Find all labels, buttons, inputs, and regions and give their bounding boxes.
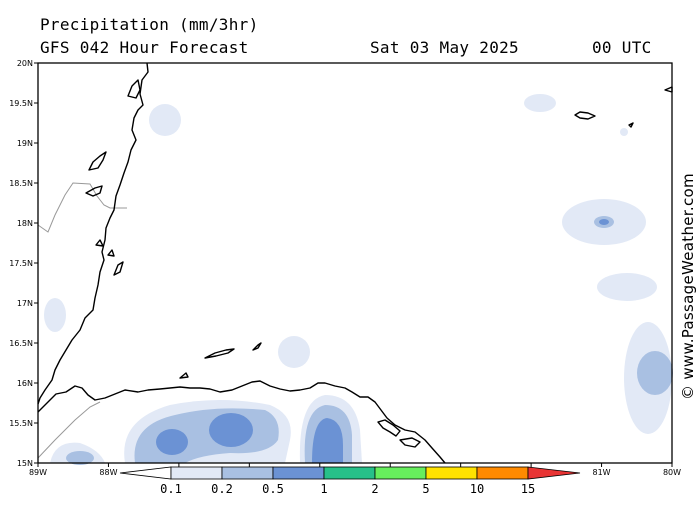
precipitation-areas — [44, 94, 673, 465]
colorbar-label: 2 — [371, 482, 378, 496]
lat-label: 15N — [17, 459, 33, 468]
lagoon — [399, 437, 421, 448]
colorbar-arrow-high — [527, 466, 581, 480]
lon-label: 81W — [593, 468, 611, 477]
rain-patch — [278, 336, 310, 368]
lon-label: 89W — [29, 468, 47, 477]
lat-label: 17.5N — [9, 259, 33, 268]
island — [574, 111, 596, 120]
island — [85, 185, 103, 197]
forecast-subtitle: GFS 042 Hour Forecast — [40, 38, 249, 57]
colorbar-segment — [425, 466, 478, 480]
rain-patch — [66, 451, 94, 465]
colorbar-segment — [323, 466, 376, 480]
colorbar-segment — [476, 466, 529, 480]
rain-patch — [44, 298, 66, 332]
lat-label: 16.5N — [9, 339, 33, 348]
colorbar-label: 5 — [422, 482, 429, 496]
credit-watermark: © www.PassageWeather.com — [679, 173, 697, 400]
island — [628, 122, 634, 128]
rain-patch — [524, 94, 556, 112]
lat-label: 20N — [17, 59, 33, 68]
colorbar-arrow-low — [119, 466, 172, 480]
rain-patch — [149, 104, 181, 136]
lat-label: 18N — [17, 219, 33, 228]
colorbar-label: 0.5 — [262, 482, 284, 496]
coastline-mainland — [37, 62, 149, 405]
rain-patch — [209, 413, 253, 447]
map-ticks — [34, 62, 673, 467]
lat-label: 16N — [17, 379, 33, 388]
lon-label: 88W — [99, 468, 117, 477]
colorbar-label: 0.2 — [211, 482, 233, 496]
island — [204, 348, 235, 359]
island — [127, 79, 141, 99]
rain-patch — [599, 219, 609, 225]
latitude-labels: 20N 19.5N 19N 18.5N 18N 17.5N 17N 16.5N 16N 15.5N… — [9, 59, 33, 468]
lagoon — [377, 419, 401, 437]
rain-patch — [597, 273, 657, 301]
island — [664, 86, 673, 93]
rain-patch — [620, 128, 628, 136]
lon-label: 80W — [663, 468, 681, 477]
precipitation-colorbar — [119, 466, 581, 480]
colorbar-segment — [170, 466, 223, 480]
colorbar-label: 0.1 — [160, 482, 182, 496]
map-title: Precipitation (mm/3hr) — [40, 15, 259, 34]
island — [179, 372, 189, 379]
colorbar-label: 10 — [470, 482, 484, 496]
island — [95, 239, 104, 247]
island — [107, 249, 115, 257]
rain-patch — [156, 429, 188, 455]
colorbar-segment — [272, 466, 325, 480]
lat-label: 19.5N — [9, 99, 33, 108]
rain-patch — [312, 418, 343, 463]
lat-label: 19N — [17, 139, 33, 148]
lat-label: 17N — [17, 299, 33, 308]
coastline-mainland — [37, 380, 446, 464]
political-borders — [37, 182, 127, 459]
colorbar-segment — [374, 466, 427, 480]
forecast-time: 00 UTC — [592, 38, 652, 57]
island — [113, 261, 124, 276]
colorbar-label: 15 — [521, 482, 535, 496]
border-line — [37, 182, 127, 233]
rain-patch — [637, 351, 673, 395]
colorbar-label: 1 — [320, 482, 327, 496]
colorbar-segment — [221, 466, 274, 480]
forecast-date: Sat 03 May 2025 — [370, 38, 519, 57]
border-line — [37, 401, 101, 459]
lat-label: 18.5N — [9, 179, 33, 188]
coastline — [37, 62, 673, 464]
colorbar-labels: 0.1 0.2 0.5 1 2 5 10 15 — [160, 482, 535, 496]
island — [88, 151, 107, 171]
island — [252, 342, 262, 351]
lat-label: 15.5N — [9, 419, 33, 428]
